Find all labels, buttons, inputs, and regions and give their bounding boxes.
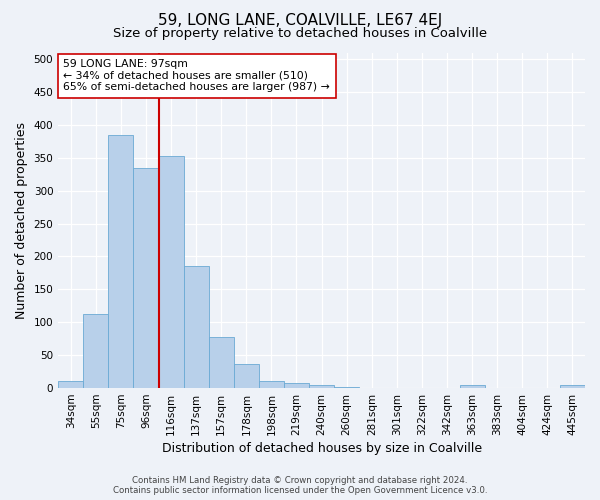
Bar [133,168,158,388]
Bar [259,381,284,388]
Bar [158,156,184,388]
Text: 59 LONG LANE: 97sqm
← 34% of detached houses are smaller (510)
65% of semi-detac: 59 LONG LANE: 97sqm ← 34% of detached ho… [64,59,330,92]
Bar [58,382,83,388]
Text: 59, LONG LANE, COALVILLE, LE67 4EJ: 59, LONG LANE, COALVILLE, LE67 4EJ [158,12,442,28]
Bar [83,314,109,388]
Bar [309,386,334,388]
Bar [284,384,309,388]
Y-axis label: Number of detached properties: Number of detached properties [15,122,28,319]
X-axis label: Distribution of detached houses by size in Coalville: Distribution of detached houses by size … [161,442,482,455]
Bar [460,386,485,388]
Bar [234,364,259,388]
Text: Size of property relative to detached houses in Coalville: Size of property relative to detached ho… [113,28,487,40]
Bar [209,338,234,388]
Bar [109,134,133,388]
Bar [560,386,585,388]
Bar [184,266,209,388]
Text: Contains HM Land Registry data © Crown copyright and database right 2024.
Contai: Contains HM Land Registry data © Crown c… [113,476,487,495]
